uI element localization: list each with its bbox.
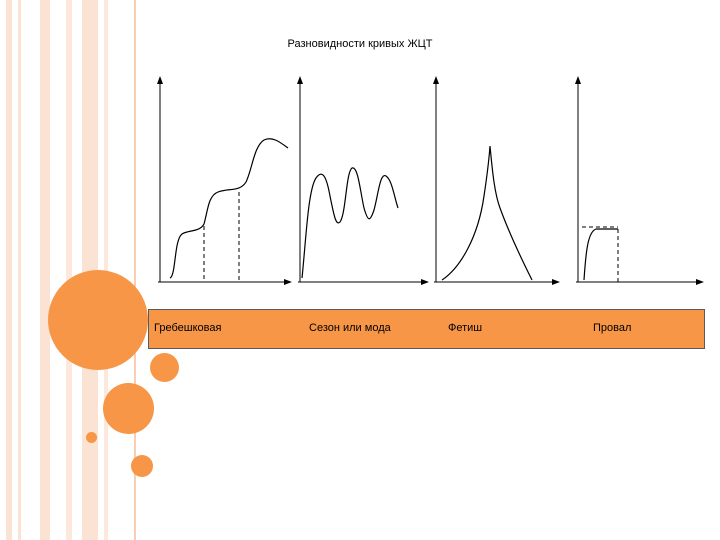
panel-proval xyxy=(575,76,704,285)
stripe xyxy=(6,0,12,540)
decorative-circle xyxy=(103,383,154,434)
stripe xyxy=(18,0,21,540)
stripe xyxy=(66,0,72,540)
label-grebeshkovaya: Гребешковая xyxy=(154,322,222,334)
stripe xyxy=(40,0,50,540)
curve-proval xyxy=(583,228,618,281)
label-band xyxy=(148,309,705,349)
label-sezon: Сезон или мода xyxy=(309,322,391,334)
label-fetish: Фетиш xyxy=(448,322,483,334)
curve-sezon xyxy=(301,167,399,279)
curve-grebeshkovaya xyxy=(169,138,289,279)
decorative-circle xyxy=(150,353,179,382)
panel-sezon xyxy=(297,76,429,285)
stripe xyxy=(134,0,136,540)
decorative-circle-large xyxy=(48,270,148,370)
decorative-circle xyxy=(131,455,153,477)
label-proval: Провал xyxy=(593,322,632,334)
decorative-circle-small xyxy=(86,432,97,443)
panel-grebeshkovaya xyxy=(157,76,292,285)
diagram-title: Разновидности кривых ЖЦТ xyxy=(287,38,433,50)
panel-fetish xyxy=(433,76,560,285)
curve-fetish xyxy=(441,145,533,281)
